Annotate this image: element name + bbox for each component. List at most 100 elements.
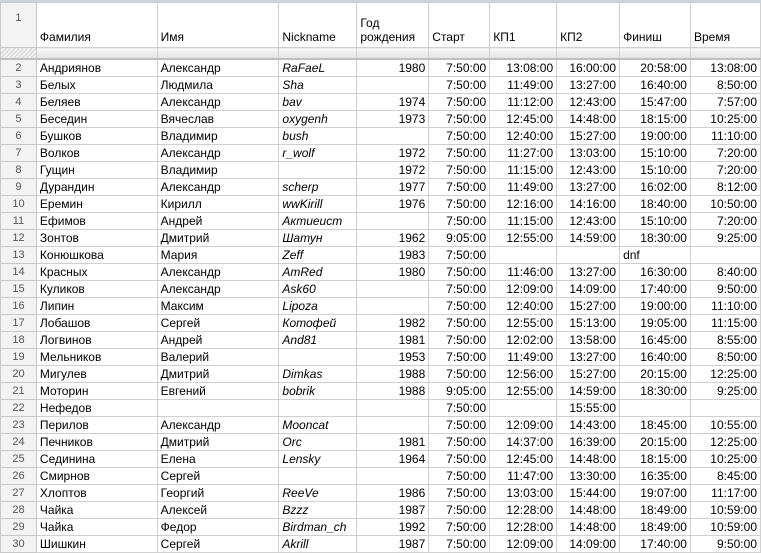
cell-name[interactable]: Александр: [156, 416, 280, 434]
cell-birth-year[interactable]: 1964: [356, 450, 430, 468]
row-number[interactable]: 1: [0, 2, 37, 48]
cell-finish[interactable]: 15:10:00: [619, 212, 691, 230]
cell-cp1[interactable]: 11:27:00: [489, 144, 558, 162]
cell-nickname[interactable]: r_wolf: [278, 144, 358, 162]
header-cell-finish[interactable]: Финиш: [619, 2, 691, 48]
row-number[interactable]: 7: [0, 144, 37, 162]
cell-cp2[interactable]: 14:48:00: [556, 518, 621, 536]
cell-start[interactable]: 7:50:00: [428, 450, 491, 468]
cell-nickname[interactable]: [278, 348, 358, 366]
cell-finish[interactable]: 16:45:00: [619, 331, 691, 349]
cell-finish[interactable]: 18:49:00: [619, 518, 691, 536]
cell-nickname[interactable]: [278, 161, 358, 179]
cell-time[interactable]: 12:25:00: [689, 365, 761, 383]
cell-cp1[interactable]: 12:09:00: [489, 416, 558, 434]
cell-surname[interactable]: Андриянов: [35, 58, 158, 77]
cell-name[interactable]: Сергей: [156, 535, 280, 553]
row-number[interactable]: 6: [0, 127, 37, 145]
cell-birth-year[interactable]: [356, 212, 430, 230]
cell-name[interactable]: Александр: [156, 144, 280, 162]
row-number[interactable]: 15: [0, 280, 37, 298]
cell-surname[interactable]: Белых: [35, 76, 158, 94]
cell-nickname[interactable]: bush: [278, 127, 358, 145]
cell-name[interactable]: Дмитрий: [156, 433, 280, 451]
row-number[interactable]: 9: [0, 178, 37, 196]
cell-time[interactable]: 10:59:00: [689, 518, 761, 536]
cell-start[interactable]: 7:50:00: [428, 331, 491, 349]
cell-birth-year[interactable]: 1972: [356, 144, 430, 162]
cell-finish[interactable]: 16:30:00: [619, 263, 691, 281]
cell-finish[interactable]: 16:40:00: [619, 76, 691, 94]
cell-time[interactable]: 7:20:00: [689, 212, 761, 230]
cell-finish[interactable]: 18:49:00: [619, 501, 691, 519]
cell-birth-year[interactable]: 1973: [356, 110, 430, 128]
row-number[interactable]: 17: [0, 314, 37, 332]
cell-birth-year[interactable]: 1988: [356, 382, 430, 400]
cell-finish[interactable]: 20:15:00: [619, 365, 691, 383]
cell-start[interactable]: 7:50:00: [428, 484, 491, 502]
cell-birth-year[interactable]: 1988: [356, 365, 430, 383]
row-number[interactable]: 14: [0, 263, 37, 281]
cell-surname[interactable]: Красных: [35, 263, 158, 281]
cell-nickname[interactable]: [278, 467, 358, 485]
cell-nickname[interactable]: Orc: [278, 433, 358, 451]
header-cell-time[interactable]: Время: [689, 2, 761, 48]
cell-nickname[interactable]: bobrik: [278, 382, 358, 400]
cell-nickname[interactable]: Akrill: [278, 535, 358, 553]
cell-cp1[interactable]: 12:55:00: [489, 382, 558, 400]
header-cell-cp1[interactable]: КП1: [489, 2, 558, 48]
cell-name[interactable]: Александр: [156, 58, 280, 77]
row-number[interactable]: 26: [0, 467, 37, 485]
cell-start[interactable]: 7:50:00: [428, 246, 491, 264]
cell-birth-year[interactable]: 1986: [356, 484, 430, 502]
cell-birth-year[interactable]: 1981: [356, 433, 430, 451]
cell-nickname[interactable]: Bzzz: [278, 501, 358, 519]
cell-nickname[interactable]: Birdman_ch: [278, 518, 358, 536]
cell-birth-year[interactable]: [356, 467, 430, 485]
row-number[interactable]: 25: [0, 450, 37, 468]
row-number[interactable]: 4: [0, 93, 37, 111]
cell-name[interactable]: Федор: [156, 518, 280, 536]
cell-nickname[interactable]: scherp: [278, 178, 358, 196]
cell-cp2[interactable]: 14:43:00: [556, 416, 621, 434]
cell-cp1[interactable]: 11:47:00: [489, 467, 558, 485]
cell-finish[interactable]: 15:47:00: [619, 93, 691, 111]
cell-surname[interactable]: Дурандин: [35, 178, 158, 196]
cell-surname[interactable]: Мельников: [35, 348, 158, 366]
cell-birth-year[interactable]: [356, 127, 430, 145]
row-number[interactable]: 28: [0, 501, 37, 519]
cell-start[interactable]: 7:50:00: [428, 416, 491, 434]
cell-time[interactable]: 10:25:00: [689, 450, 761, 468]
cell-cp2[interactable]: 15:13:00: [556, 314, 621, 332]
cell-name[interactable]: Александр: [156, 280, 280, 298]
header-cell-start[interactable]: Старт: [428, 2, 491, 48]
cell-finish[interactable]: 18:30:00: [619, 382, 691, 400]
row-number[interactable]: 10: [0, 195, 37, 213]
cell-name[interactable]: Александр: [156, 93, 280, 111]
cell-time[interactable]: [689, 246, 761, 264]
cell-finish[interactable]: 16:02:00: [619, 178, 691, 196]
header-cell-surname[interactable]: Фамилия: [35, 2, 158, 48]
cell-cp1[interactable]: 12:55:00: [489, 314, 558, 332]
row-number[interactable]: 12: [0, 229, 37, 247]
cell-surname[interactable]: Нефедов: [35, 399, 158, 417]
cell-finish[interactable]: 17:40:00: [619, 535, 691, 553]
cell-cp2[interactable]: 13:27:00: [556, 178, 621, 196]
cell-surname[interactable]: Хлоптов: [35, 484, 158, 502]
row-number[interactable]: 11: [0, 212, 37, 230]
cell-time[interactable]: 9:25:00: [689, 229, 761, 247]
cell-surname[interactable]: Мигулев: [35, 365, 158, 383]
cell-nickname[interactable]: Lipoza: [278, 297, 358, 315]
cell-finish[interactable]: 15:10:00: [619, 144, 691, 162]
cell-surname[interactable]: Перилов: [35, 416, 158, 434]
row-number[interactable]: 23: [0, 416, 37, 434]
cell-cp2[interactable]: [556, 246, 621, 264]
cell-surname[interactable]: Беляев: [35, 93, 158, 111]
cell-cp1[interactable]: [489, 399, 558, 417]
cell-name[interactable]: Владимир: [156, 127, 280, 145]
cell-surname[interactable]: Смирнов: [35, 467, 158, 485]
cell-start[interactable]: 7:50:00: [428, 58, 491, 77]
cell-cp1[interactable]: 12:40:00: [489, 127, 558, 145]
cell-name[interactable]: Алексей: [156, 501, 280, 519]
cell-cp1[interactable]: [489, 246, 558, 264]
